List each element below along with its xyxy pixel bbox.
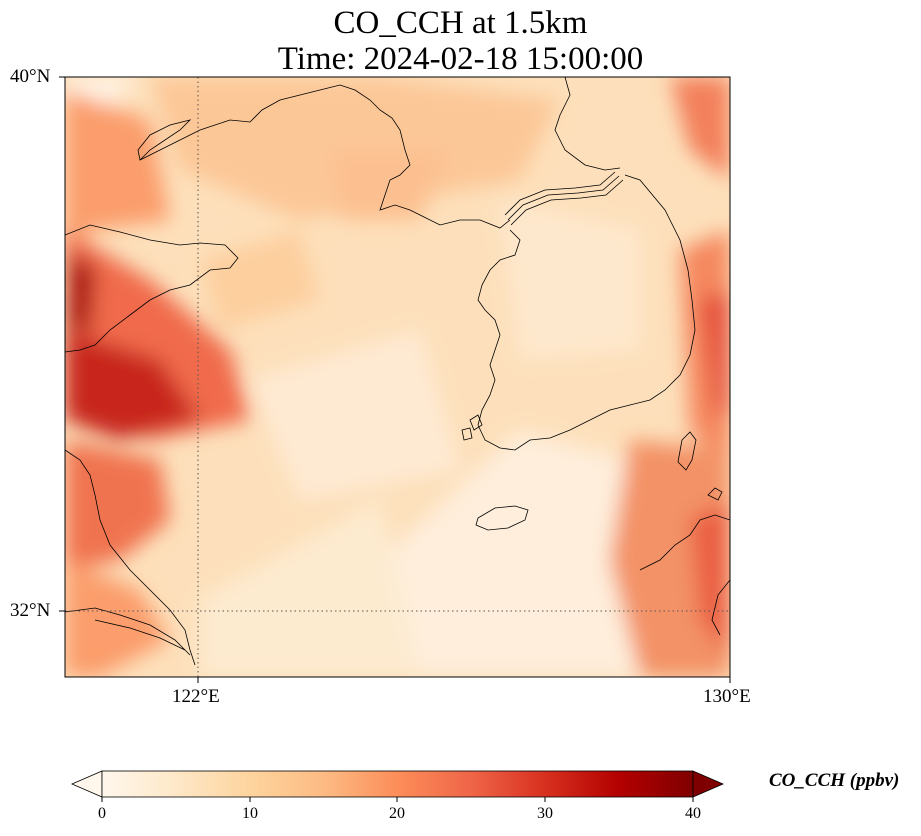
lon-tick-label: 122°E [172,686,220,707]
map-subtitle-time: Time: 2024-02-18 15:00:00 [277,41,644,77]
colorbar-tick-label: 40 [685,805,701,822]
colorbar-tick-label: 30 [537,805,553,822]
colorbar-tick-label: 20 [389,805,405,822]
map-frame [64,76,731,678]
lon-tick-label: 130°E [703,686,751,707]
colorbar-extend-min [70,770,103,798]
colorbar-tick-label: 10 [242,805,258,822]
colorbar-extend-max [692,770,725,798]
colorbar [70,770,725,802]
concentration-field [65,77,730,677]
axis-ticks [59,76,731,683]
lat-tick-label: 40°N [10,66,51,87]
coastlines [65,77,730,666]
gridlines [65,77,730,677]
colorbar-tick-label: 0 [98,805,106,822]
lat-tick-label: 32°N [10,600,51,621]
colorbar-gradient [101,770,694,798]
map-title: CO_CCH at 1.5km [333,5,588,41]
colorbar-title: CO_CCH (ppbv) [769,770,900,791]
